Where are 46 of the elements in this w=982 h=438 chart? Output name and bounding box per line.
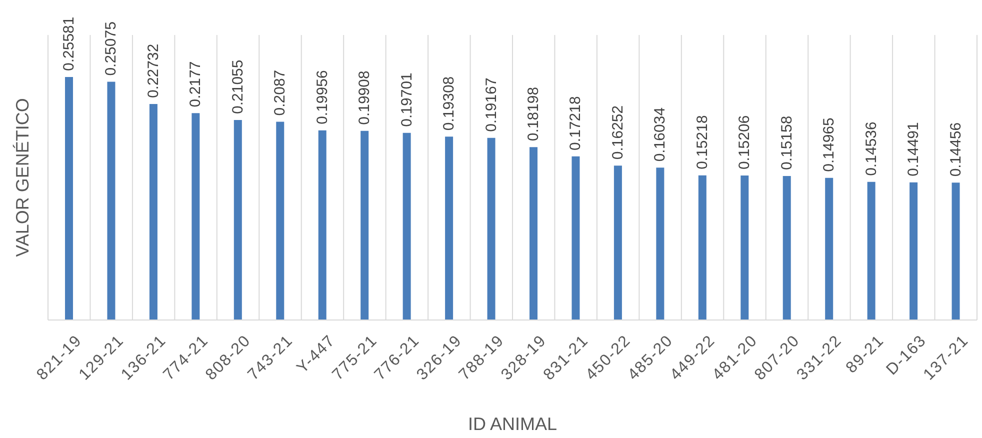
bar (402, 132, 411, 320)
bar (614, 166, 622, 320)
data-label: 0.16252 (609, 105, 626, 160)
data-label: 0.14456 (947, 122, 964, 177)
y-axis-title: VALOR GENÉTICO (12, 98, 32, 257)
bar (782, 176, 791, 320)
data-label: 0.19167 (482, 78, 500, 132)
bar (530, 147, 538, 320)
x-axis-title: ID ANIMAL (468, 414, 558, 434)
data-label: 0.22732 (144, 44, 162, 98)
bar (360, 130, 369, 320)
bar (487, 138, 496, 320)
data-label: 0.14536 (862, 122, 880, 176)
data-label: 0.14965 (820, 118, 838, 172)
bar (107, 82, 116, 320)
bar (192, 113, 200, 320)
data-label: 0.19956 (314, 70, 331, 124)
data-label: 0.25581 (60, 16, 78, 71)
bar (740, 176, 749, 320)
data-label: 0.15158 (778, 116, 796, 170)
data-label: 0.17218 (567, 96, 584, 150)
data-label: 0.15218 (694, 115, 711, 170)
bar (65, 76, 73, 320)
bar (656, 168, 664, 320)
data-label: 0.19308 (440, 76, 458, 131)
bar (910, 182, 918, 320)
bar (867, 182, 876, 320)
data-label: 0.19701 (398, 72, 416, 127)
bar (149, 104, 158, 320)
data-label: 0.15206 (736, 115, 754, 170)
bar (445, 136, 454, 320)
data-label: 0.14491 (905, 122, 922, 176)
bar (276, 122, 284, 320)
data-label: 0.18198 (525, 86, 542, 142)
bar (318, 130, 326, 320)
bar (234, 120, 242, 320)
data-label: 0.16034 (652, 107, 669, 162)
bar (698, 175, 706, 320)
bar (952, 182, 960, 320)
data-label: 0.2177 (187, 61, 204, 108)
bar (572, 156, 580, 320)
bar (825, 178, 834, 320)
data-label: 0.2087 (272, 70, 289, 116)
data-label: 0.21055 (229, 60, 246, 114)
data-label: 0.19908 (356, 70, 374, 125)
data-label: 0.25075 (102, 22, 120, 76)
